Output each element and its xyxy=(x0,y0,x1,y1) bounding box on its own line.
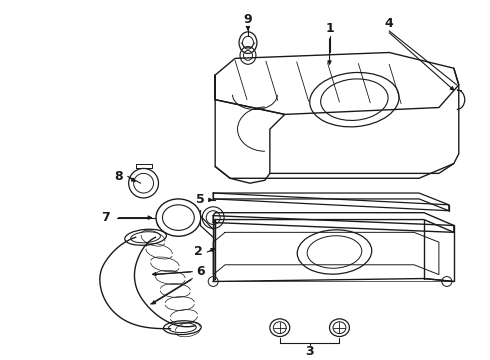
Text: 4: 4 xyxy=(385,17,393,30)
Ellipse shape xyxy=(156,199,201,236)
Text: 5: 5 xyxy=(196,193,205,206)
Text: 8: 8 xyxy=(114,170,123,183)
Text: 1: 1 xyxy=(325,22,334,35)
Text: 6: 6 xyxy=(196,265,204,278)
Text: 7: 7 xyxy=(101,211,110,224)
Text: 9: 9 xyxy=(244,13,252,26)
Text: 2: 2 xyxy=(194,246,203,258)
Text: 3: 3 xyxy=(305,345,314,358)
